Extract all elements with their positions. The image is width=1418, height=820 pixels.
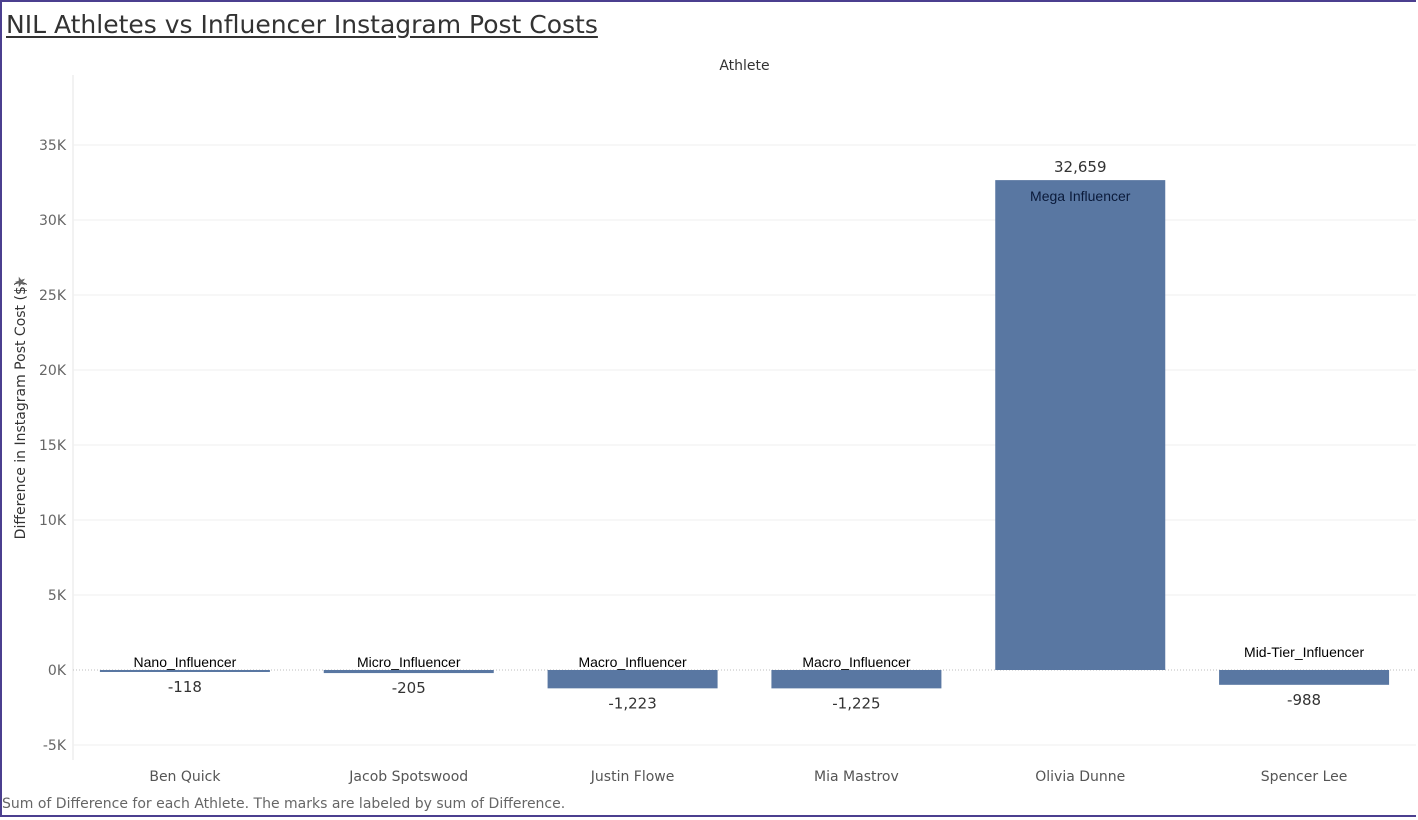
category-label: Justin Flowe xyxy=(590,769,675,785)
y-tick-label: 10K xyxy=(39,513,67,529)
bar xyxy=(995,180,1166,671)
bar xyxy=(99,670,270,672)
data-label: -1,223 xyxy=(608,694,656,712)
chart-title: NIL Athletes vs Influencer Instagram Pos… xyxy=(6,10,598,39)
category-label: Jacob Spotswood xyxy=(348,769,468,785)
bar xyxy=(1219,670,1390,685)
y-tick-label: 5K xyxy=(48,588,67,604)
data-label: -118 xyxy=(168,678,202,696)
y-tick-label: 25K xyxy=(39,288,67,304)
y-tick-label: 35K xyxy=(39,138,67,154)
bar-chart: Athlete -5K 0K 5K 10K 15K 20K 25K 30K 35K Differen… xyxy=(13,58,1416,785)
bar xyxy=(547,670,718,689)
y-tick-label: 0K xyxy=(48,663,67,679)
pin-icon: ★ xyxy=(13,276,29,289)
y-tick-label: -5K xyxy=(43,738,67,754)
category-label: Ben Quick xyxy=(149,769,221,785)
y-tick-label: 30K xyxy=(39,213,67,229)
category-label: Spencer Lee xyxy=(1261,769,1348,785)
category-label: Olivia Dunne xyxy=(1035,769,1125,785)
tier-label: Macro_Influencer xyxy=(802,654,911,670)
tier-label: Nano_Influencer xyxy=(134,654,237,670)
data-label: -205 xyxy=(392,679,426,697)
y-axis-title: Difference in Instagram Post Cost ($) xyxy=(13,281,29,540)
bar xyxy=(771,670,942,689)
tier-label: Micro_Influencer xyxy=(357,654,461,670)
data-label: -1,225 xyxy=(832,694,880,712)
category-label: Mia Mastrov xyxy=(814,769,899,785)
tier-label: Mid-Tier_Influencer xyxy=(1244,644,1364,660)
tier-label: Mega Influencer xyxy=(1030,188,1131,204)
chart-footnote: Sum of Difference for each Athlete. The … xyxy=(2,796,566,812)
tier-label: Macro_Influencer xyxy=(578,654,687,670)
x-axis-header: Athlete xyxy=(719,58,769,74)
data-label: 32,659 xyxy=(1054,158,1107,176)
y-tick-label: 15K xyxy=(39,438,67,454)
data-label: -988 xyxy=(1287,691,1321,709)
y-tick-label: 20K xyxy=(39,363,67,379)
bar xyxy=(323,670,494,674)
